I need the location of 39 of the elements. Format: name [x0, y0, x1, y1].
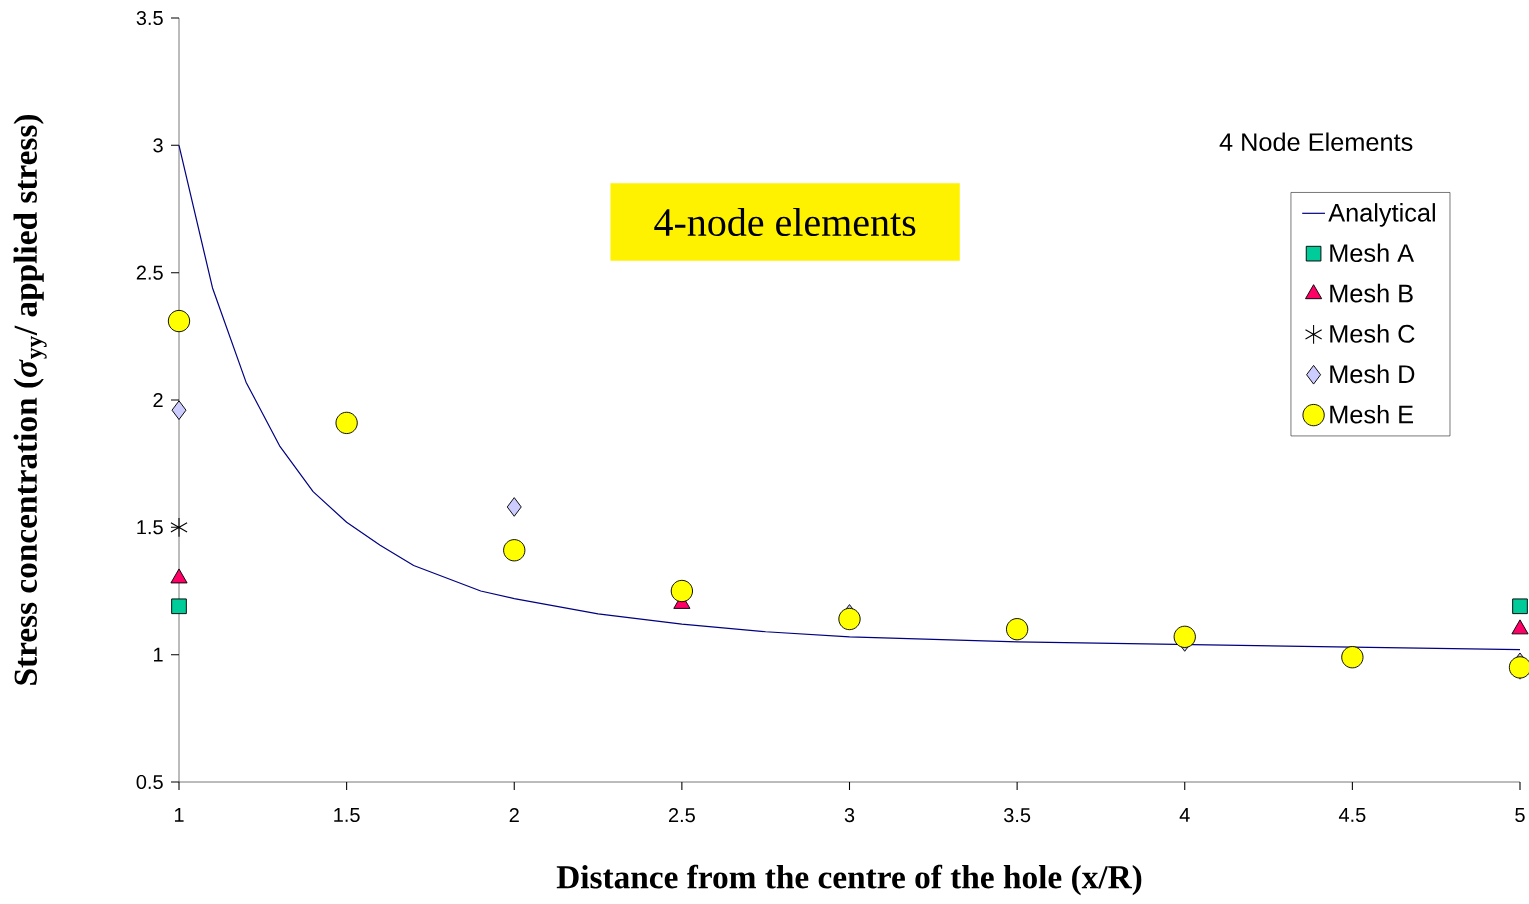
- y-tick-label: 2: [153, 393, 163, 407]
- y-tick-label: 1: [154, 647, 163, 662]
- legend-label: Mesh A: [1330, 243, 1415, 263]
- point: [838, 607, 861, 631]
- point: [1512, 598, 1528, 615]
- x-axis-title: Distance from the centre of the hole (x/R): [556, 864, 1142, 896]
- point: [1005, 618, 1029, 641]
- x-tick-label: 3.5: [1003, 808, 1031, 823]
- x-tick-label: 2.5: [668, 808, 695, 823]
- x-tick-label: 1: [174, 808, 184, 822]
- y-tick-label: 1.5: [137, 520, 163, 535]
- legend-label: Analytical: [1328, 203, 1435, 227]
- x-tick-label: 4: [1179, 808, 1190, 822]
- point: [171, 400, 187, 420]
- y-tick-label: 2.5: [136, 265, 163, 280]
- x-tick-label: 3: [844, 808, 855, 823]
- point: [503, 539, 526, 562]
- legend-label: Mesh E: [1330, 404, 1413, 424]
- annotation: 4-node elements: [654, 207, 916, 237]
- legend-label: Mesh D: [1330, 364, 1415, 384]
- y-tick-label: 3: [153, 138, 163, 153]
- point: [1173, 625, 1196, 648]
- point: [670, 579, 694, 603]
- point: [1341, 646, 1364, 669]
- legend-label: Mesh B: [1330, 283, 1413, 303]
- y-axis-title: Stress concentration (σ$_{yy}$/ applied stress): [13, 114, 47, 685]
- y-tick-label: 0.5: [136, 774, 163, 790]
- y-tick-label: 3.5: [136, 10, 163, 26]
- point: [335, 411, 358, 435]
- point: [171, 598, 187, 615]
- point: [167, 309, 191, 333]
- x-tick-label: 1.5: [334, 808, 360, 822]
- annotation: 4 Node Elements: [1219, 132, 1413, 152]
- legend-label: Mesh C: [1330, 324, 1415, 343]
- x-tick-label: 4.5: [1338, 808, 1366, 822]
- point: [506, 497, 522, 517]
- x-tick-label: 5: [1515, 808, 1525, 822]
- x-tick-label: 2: [509, 808, 519, 823]
- point: [170, 517, 188, 538]
